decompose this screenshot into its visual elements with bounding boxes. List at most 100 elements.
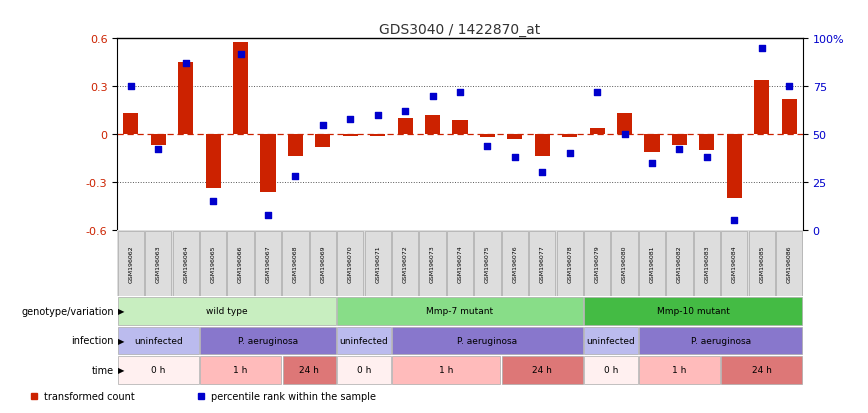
Point xyxy=(481,143,495,150)
Point xyxy=(398,109,412,115)
Bar xyxy=(748,231,775,296)
Bar xyxy=(700,135,714,151)
Bar xyxy=(474,231,501,296)
Text: 0 h: 0 h xyxy=(357,366,372,375)
Bar xyxy=(672,135,687,146)
Bar xyxy=(611,231,638,296)
Bar xyxy=(639,327,802,354)
Point xyxy=(207,198,220,205)
Bar xyxy=(452,121,468,135)
Text: GSM196077: GSM196077 xyxy=(540,244,545,282)
Bar xyxy=(338,356,391,384)
Bar xyxy=(562,135,577,138)
Bar xyxy=(118,356,199,384)
Text: 0 h: 0 h xyxy=(151,366,166,375)
Text: GSM196078: GSM196078 xyxy=(568,244,572,282)
Bar xyxy=(584,356,637,384)
Text: 1 h: 1 h xyxy=(233,366,247,375)
Text: uninfected: uninfected xyxy=(339,336,388,345)
Point xyxy=(344,116,358,123)
Text: GSM196083: GSM196083 xyxy=(705,244,709,282)
Bar xyxy=(338,298,582,325)
Text: GSM196067: GSM196067 xyxy=(266,244,271,282)
Text: ▶: ▶ xyxy=(118,307,124,316)
Text: GSM196080: GSM196080 xyxy=(622,245,627,282)
Bar xyxy=(721,356,802,384)
Text: GSM196073: GSM196073 xyxy=(431,244,435,282)
Bar xyxy=(392,327,582,354)
Text: Mmp-10 mutant: Mmp-10 mutant xyxy=(657,307,730,316)
Text: GSM196085: GSM196085 xyxy=(760,245,764,282)
Bar xyxy=(584,298,802,325)
Bar xyxy=(694,231,720,296)
Bar xyxy=(255,231,281,296)
Bar xyxy=(283,356,336,384)
Point xyxy=(508,154,522,161)
Text: time: time xyxy=(92,365,114,375)
Bar xyxy=(502,231,528,296)
Bar xyxy=(721,231,747,296)
Text: GSM196072: GSM196072 xyxy=(403,244,408,282)
Point xyxy=(727,218,741,224)
Bar xyxy=(151,135,166,146)
Text: percentile rank within the sample: percentile rank within the sample xyxy=(211,391,376,401)
Bar xyxy=(118,231,144,296)
Bar xyxy=(337,231,364,296)
Point xyxy=(645,160,659,167)
Bar xyxy=(419,231,446,296)
Bar xyxy=(529,231,556,296)
Text: 1 h: 1 h xyxy=(673,366,687,375)
Bar xyxy=(365,231,391,296)
Bar xyxy=(200,231,227,296)
Text: P. aeruginosa: P. aeruginosa xyxy=(238,336,298,345)
Bar xyxy=(398,119,412,135)
Point xyxy=(261,212,275,218)
Bar xyxy=(343,135,358,136)
Bar xyxy=(178,63,194,135)
Text: GSM196068: GSM196068 xyxy=(293,245,298,282)
Text: GSM196065: GSM196065 xyxy=(211,245,215,282)
Bar xyxy=(227,231,253,296)
Bar xyxy=(589,128,605,135)
Text: GSM196070: GSM196070 xyxy=(348,244,352,282)
Point xyxy=(233,51,247,58)
Text: GSM196076: GSM196076 xyxy=(512,244,517,282)
Text: GSM196071: GSM196071 xyxy=(375,244,380,282)
Point xyxy=(288,173,302,180)
Bar xyxy=(447,231,473,296)
Point xyxy=(453,90,467,96)
Bar xyxy=(508,135,523,140)
Bar xyxy=(584,231,610,296)
Text: GSM196063: GSM196063 xyxy=(156,244,161,282)
Text: P. aeruginosa: P. aeruginosa xyxy=(691,336,751,345)
Point xyxy=(755,45,769,52)
Bar xyxy=(233,43,248,135)
Point xyxy=(590,90,604,96)
Text: genotype/variation: genotype/variation xyxy=(21,306,114,316)
Bar xyxy=(782,100,797,135)
Bar xyxy=(282,231,309,296)
Point xyxy=(700,154,713,161)
Point xyxy=(124,84,138,90)
Text: GSM196074: GSM196074 xyxy=(457,244,463,282)
Bar xyxy=(338,327,391,354)
Text: 1 h: 1 h xyxy=(439,366,453,375)
Text: GSM196075: GSM196075 xyxy=(485,244,490,282)
Text: 24 h: 24 h xyxy=(532,366,552,375)
Bar xyxy=(118,298,336,325)
Text: ▶: ▶ xyxy=(118,366,124,375)
Text: wild type: wild type xyxy=(206,307,247,316)
Bar xyxy=(123,114,138,135)
Point xyxy=(673,147,687,153)
Bar xyxy=(392,356,500,384)
Text: GSM196064: GSM196064 xyxy=(183,244,188,282)
Bar xyxy=(639,231,665,296)
Bar xyxy=(667,231,693,296)
Point xyxy=(562,151,576,157)
Bar xyxy=(480,135,495,138)
Text: GSM196062: GSM196062 xyxy=(128,244,134,282)
Point xyxy=(371,112,385,119)
Point xyxy=(782,84,796,90)
Bar xyxy=(617,114,632,135)
Text: transformed count: transformed count xyxy=(44,391,135,401)
